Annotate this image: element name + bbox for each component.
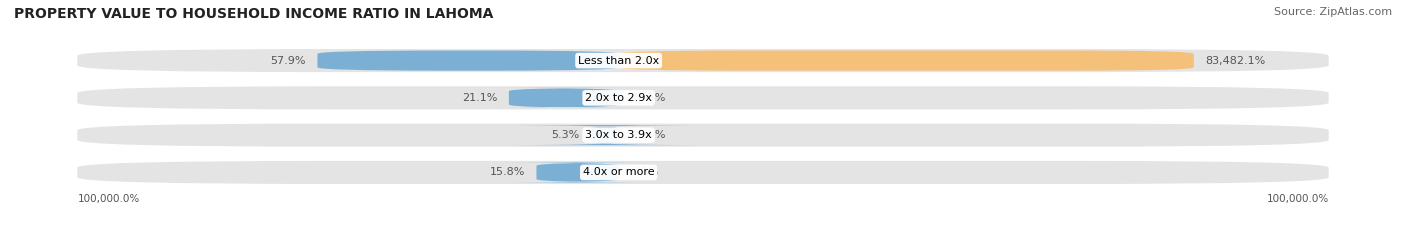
Text: 100,000.0%: 100,000.0% — [77, 194, 139, 204]
Text: Less than 2.0x: Less than 2.0x — [578, 56, 659, 65]
FancyBboxPatch shape — [492, 88, 636, 108]
Text: 21.1%: 21.1% — [463, 93, 498, 103]
Text: PROPERTY VALUE TO HOUSEHOLD INCOME RATIO IN LAHOMA: PROPERTY VALUE TO HOUSEHOLD INCOME RATIO… — [14, 7, 494, 21]
FancyBboxPatch shape — [77, 161, 1329, 184]
Text: 83,482.1%: 83,482.1% — [1205, 56, 1265, 65]
Text: 2.0x to 2.9x: 2.0x to 2.9x — [585, 93, 652, 103]
FancyBboxPatch shape — [77, 86, 1329, 110]
Text: 29.5%: 29.5% — [630, 130, 665, 140]
Text: 57.9%: 57.9% — [271, 56, 307, 65]
Text: 100,000.0%: 100,000.0% — [1267, 194, 1329, 204]
FancyBboxPatch shape — [318, 51, 619, 71]
FancyBboxPatch shape — [77, 49, 1329, 72]
Text: 3.0x to 3.9x: 3.0x to 3.9x — [585, 130, 652, 140]
Text: 0.0%: 0.0% — [630, 168, 658, 177]
Text: 5.3%: 5.3% — [551, 130, 579, 140]
Text: 70.5%: 70.5% — [630, 93, 666, 103]
FancyBboxPatch shape — [492, 162, 664, 182]
Text: 15.8%: 15.8% — [489, 168, 526, 177]
Text: Source: ZipAtlas.com: Source: ZipAtlas.com — [1274, 7, 1392, 17]
Text: 4.0x or more: 4.0x or more — [583, 168, 654, 177]
FancyBboxPatch shape — [492, 125, 717, 145]
FancyBboxPatch shape — [619, 51, 1194, 71]
FancyBboxPatch shape — [77, 123, 1329, 147]
